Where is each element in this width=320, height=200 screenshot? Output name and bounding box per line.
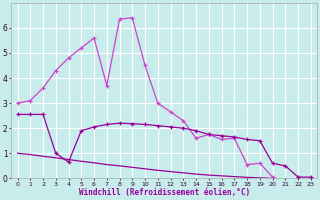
X-axis label: Windchill (Refroidissement éolien,°C): Windchill (Refroidissement éolien,°C) — [79, 188, 250, 197]
